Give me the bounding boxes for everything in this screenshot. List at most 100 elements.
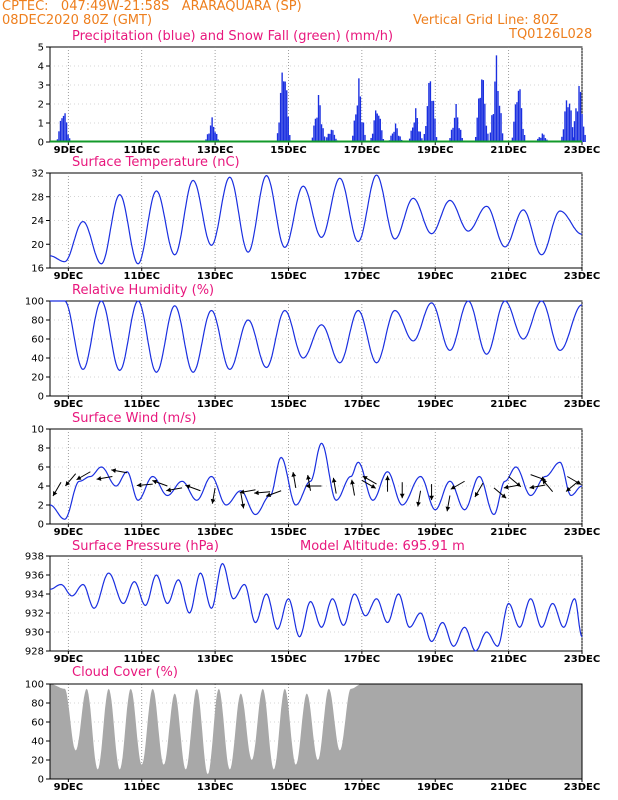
precip-bar xyxy=(364,134,366,142)
wind-arrowhead xyxy=(266,492,272,497)
precip-bar xyxy=(474,136,477,142)
precip-bar xyxy=(216,133,218,142)
wind-arrowhead xyxy=(111,468,117,474)
precip-bar xyxy=(476,117,478,142)
precip-bar xyxy=(578,86,580,142)
precip-bar xyxy=(320,124,323,142)
y-tick-label: 28 xyxy=(31,192,44,203)
precip-bar xyxy=(479,97,481,142)
run-date: 08DEC2020 80Z (GMT) xyxy=(2,13,153,28)
station-header: CPTEC: 047:49W-21:58S ARARAQUARA (SP) xyxy=(2,0,302,14)
wind-arrowhead xyxy=(362,476,368,481)
y-tick-label: 938 xyxy=(25,552,44,563)
wind-arrowhead xyxy=(76,475,82,480)
x-tick-label: 11DEC xyxy=(124,654,160,665)
y-tick-label: 1 xyxy=(38,119,44,130)
panel-frame xyxy=(49,555,583,652)
x-tick-label: 19DEC xyxy=(417,399,453,410)
panel-2 xyxy=(46,300,583,399)
y-tick-label: 928 xyxy=(25,647,44,658)
panel-4 xyxy=(46,555,583,654)
y-tick-label: 2 xyxy=(38,501,44,512)
precip-title: Precipitation (blue) and Snow Fall (gree… xyxy=(72,29,394,44)
precip-bar xyxy=(330,129,333,142)
x-tick-label: 13DEC xyxy=(197,654,233,665)
wind-arrowhead xyxy=(152,479,158,485)
series-line xyxy=(49,562,583,652)
wind-arrowhead xyxy=(254,490,259,496)
precip-bar xyxy=(432,100,435,142)
y-tick-label: 20 xyxy=(31,756,44,767)
precip-bar xyxy=(376,113,378,142)
precip-bar xyxy=(571,127,574,142)
wind-arrowhead xyxy=(240,503,246,509)
precip-bar xyxy=(431,100,433,142)
wind-arrowhead xyxy=(540,476,546,481)
precip-bar xyxy=(209,125,212,142)
wind-arrowhead xyxy=(331,477,337,483)
x-tick-label: 19DEC xyxy=(417,271,453,282)
precip-bar xyxy=(456,117,459,142)
x-tick-label: 23DEC xyxy=(564,145,600,156)
x-tick-label: 23DEC xyxy=(564,271,600,282)
precip-bar xyxy=(567,107,569,142)
precip-bar xyxy=(379,118,381,142)
wind-arrowhead xyxy=(305,483,310,489)
precip-bar xyxy=(540,137,542,142)
precip-bar xyxy=(373,120,375,142)
precip-bar xyxy=(429,81,432,142)
precip-bar xyxy=(393,131,395,142)
precip-bar xyxy=(458,128,460,142)
precip-bar xyxy=(492,114,495,142)
precip-bar xyxy=(544,138,547,142)
y-tick-label: 100 xyxy=(25,680,44,691)
precip-bar xyxy=(543,134,545,142)
wind-arrowhead xyxy=(566,486,571,492)
precip-bar xyxy=(281,72,283,142)
precip-bar xyxy=(434,118,436,142)
panel-0 xyxy=(46,46,586,145)
product-code: TQ0126L028 xyxy=(509,27,593,42)
precip-bar xyxy=(423,133,425,142)
wind-title: Surface Wind (m/s) xyxy=(72,411,197,426)
wind-arrowhead xyxy=(529,484,535,490)
precip-bar xyxy=(453,117,456,142)
precip-bar xyxy=(59,120,62,142)
wind-arrowhead xyxy=(53,491,58,497)
x-tick-label: 17DEC xyxy=(344,527,380,538)
precip-bar xyxy=(575,108,577,142)
x-tick-label: 15DEC xyxy=(270,399,306,410)
y-tick-label: 60 xyxy=(31,718,44,729)
precip-bar xyxy=(511,137,514,142)
precip-bar xyxy=(208,133,210,142)
y-tick-label: 20 xyxy=(31,373,44,384)
x-tick-label: 19DEC xyxy=(417,782,453,793)
precip-bar xyxy=(513,121,515,142)
y-tick-label: 8 xyxy=(38,444,44,455)
y-tick-label: 3 xyxy=(38,81,44,92)
wind-arrowhead xyxy=(503,484,509,490)
precip-bar xyxy=(282,81,285,142)
precip-bar xyxy=(371,133,374,142)
y-tick-label: 0 xyxy=(38,520,44,531)
y-tick-label: 80 xyxy=(31,316,44,327)
x-tick-label: 11DEC xyxy=(124,145,160,156)
x-tick-label: 15DEC xyxy=(270,782,306,793)
wind-arrowhead xyxy=(306,474,311,480)
wind-arrowhead xyxy=(65,481,71,486)
wind-arrowhead xyxy=(96,476,102,481)
x-tick-label: 11DEC xyxy=(124,399,160,410)
x-tick-label: 11DEC xyxy=(124,782,160,793)
wind-arrowhead xyxy=(445,506,451,512)
precip-bar xyxy=(461,138,463,142)
wind-arrowhead xyxy=(501,493,507,499)
x-tick-label: 17DEC xyxy=(344,399,380,410)
precip-bar xyxy=(579,91,582,142)
x-tick-label: 9DEC xyxy=(54,654,83,665)
precip-bar xyxy=(361,122,363,142)
x-tick-label: 9DEC xyxy=(54,782,83,793)
y-tick-label: 32 xyxy=(31,169,44,180)
y-tick-label: 40 xyxy=(31,737,44,748)
y-tick-label: 40 xyxy=(31,354,44,365)
